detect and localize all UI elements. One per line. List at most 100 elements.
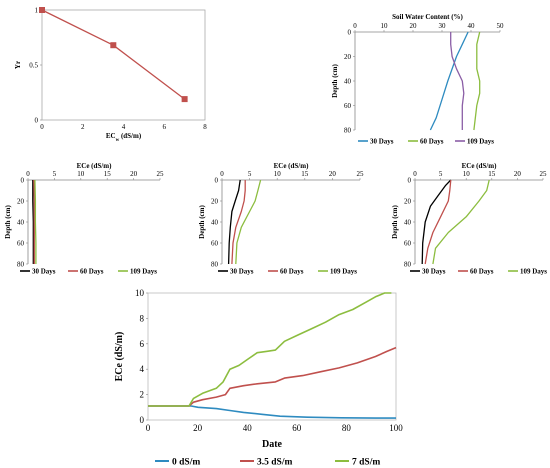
x-tick-label: 0 bbox=[353, 22, 357, 30]
series-line-0 bbox=[429, 31, 469, 131]
y-tick-label: 0.5 bbox=[29, 62, 38, 70]
y-tick-label: 80 bbox=[211, 261, 219, 269]
series-line-2 bbox=[432, 179, 490, 265]
x-tick-label: 0 bbox=[26, 170, 30, 178]
series-line-0 bbox=[227, 179, 241, 265]
y-tick-label: 60 bbox=[404, 240, 412, 248]
y-tick-label: 80 bbox=[17, 261, 25, 269]
x-tick-label: 80 bbox=[342, 423, 352, 433]
legend-entry: 109 Days bbox=[467, 138, 494, 146]
legend-entry: 60 Days bbox=[470, 268, 494, 276]
y-tick-label: 0 bbox=[140, 415, 145, 425]
y-tick-label: 40 bbox=[404, 219, 412, 227]
y-tick-label: 1 bbox=[35, 7, 39, 15]
x-tick-label: 8 bbox=[203, 123, 207, 131]
x-tick-label: 5 bbox=[53, 170, 57, 178]
y-tick-label: 20 bbox=[344, 53, 352, 61]
y-tick-label: 0 bbox=[348, 29, 352, 37]
legend-entry: 30 Days bbox=[32, 268, 56, 276]
series-line-1 bbox=[424, 179, 452, 265]
series-line-1 bbox=[473, 31, 481, 131]
y-tick-label: 10 bbox=[135, 288, 145, 298]
x-axis-label: Date bbox=[262, 439, 283, 450]
y-tick-label: 40 bbox=[17, 219, 25, 227]
x-tick-label: 15 bbox=[301, 170, 309, 178]
y-tick-label: 2 bbox=[140, 390, 145, 400]
chart-ece0: 0 5 10 15 20 25 0 20 40 60 80 ECe (dS/m) Depth (cm) 3… bbox=[4, 162, 164, 276]
legend: 30 Days 60 Days 109 Days bbox=[20, 268, 157, 276]
y-tick-label: 20 bbox=[17, 198, 25, 206]
series-line-0 bbox=[148, 405, 396, 419]
x-tick-label: 20 bbox=[410, 22, 418, 30]
x-tick-label: 15 bbox=[488, 170, 496, 178]
x-tick-label: 20 bbox=[193, 423, 203, 433]
series-line-0 bbox=[41, 9, 185, 100]
legend: 0 dS/m 3.5 dS/m 7 dS/m bbox=[155, 458, 380, 468]
chart-ecetime: 0 20 40 60 80 100 0 2 4 6 8 10 Date ECe (dS/m) 0 dS/m 3… bbox=[114, 288, 403, 468]
y-tick-label: 60 bbox=[17, 240, 25, 248]
x-axis-label-sub: w bbox=[116, 138, 120, 143]
legend-entry: 60 Days bbox=[80, 268, 104, 276]
series-line-1 bbox=[33, 179, 35, 264]
chart-swc: 0 10 20 30 40 50 0 20 40 60 80 Soil Water Content (… bbox=[331, 13, 504, 146]
x-tick-label: 40 bbox=[243, 423, 253, 433]
y-tick-label: 40 bbox=[211, 219, 219, 227]
x-tick-label: 25 bbox=[157, 170, 165, 178]
legend-entry: 30 Days bbox=[370, 138, 394, 146]
series-line-2 bbox=[450, 32, 465, 130]
chart-title: Soil Water Content (%) bbox=[392, 13, 463, 21]
y-tick-label: 4 bbox=[140, 364, 145, 374]
legend: 30 Days 60 Days 109 Days bbox=[218, 268, 357, 276]
y-axis-label: Depth (cm) bbox=[4, 205, 12, 239]
x-tick-label: 0 bbox=[413, 170, 417, 178]
legend: 30 Days 60 Days 109 Days bbox=[358, 138, 494, 146]
legend: 30 Days 60 Days 109 Days bbox=[410, 268, 547, 276]
x-axis-label-main: Date bbox=[262, 439, 283, 450]
y-axis-label: Depth (cm) bbox=[198, 205, 206, 239]
x-tick-label: 10 bbox=[274, 170, 282, 178]
chart-yr: 0 2 4 6 8 0 0.5 1 ECw (dS/m) Yr bbox=[14, 7, 207, 143]
series-line-0 bbox=[32, 180, 34, 264]
y-tick-label: 20 bbox=[404, 198, 412, 206]
legend-entry: 30 Days bbox=[422, 268, 446, 276]
x-tick-label: 6 bbox=[163, 123, 167, 131]
x-tick-label: 20 bbox=[130, 170, 138, 178]
x-tick-label: 60 bbox=[292, 423, 302, 433]
y-tick-label: 8 bbox=[140, 313, 145, 323]
y-axis-label: Depth (cm) bbox=[391, 205, 399, 239]
x-tick-label: 0 bbox=[146, 423, 151, 433]
legend-entry: 30 Days bbox=[230, 268, 254, 276]
y-tick-label: 0 bbox=[21, 177, 25, 185]
chart-ece7: 0 5 10 15 20 25 0 20 40 60 80 ECe (dS/m) Depth (cm) 3… bbox=[391, 162, 547, 276]
y-tick-label: 40 bbox=[344, 78, 352, 86]
x-tick-label: 50 bbox=[497, 22, 505, 30]
x-tick-label: 5 bbox=[248, 170, 252, 178]
series-line-0 bbox=[421, 179, 452, 265]
chart-title: ECe (dS/m) bbox=[77, 162, 112, 170]
x-tick-label: 10 bbox=[381, 22, 389, 30]
x-tick-label: 4 bbox=[122, 123, 126, 131]
x-tick-label: 0 bbox=[40, 123, 44, 131]
x-tick-label: 25 bbox=[540, 170, 548, 178]
legend-entry: 3.5 dS/m bbox=[257, 458, 292, 468]
y-tick-label: 60 bbox=[344, 102, 352, 110]
y-tick-label: 80 bbox=[344, 127, 352, 135]
x-axis-label-main: EC bbox=[106, 132, 116, 140]
y-tick-label: 0 bbox=[215, 177, 219, 185]
legend-entry: 7 dS/m bbox=[352, 458, 380, 468]
series-line-2 bbox=[34, 179, 37, 264]
x-axis-label: ECw (dS/m) bbox=[106, 132, 142, 143]
x-tick-label: 20 bbox=[329, 170, 337, 178]
data-point bbox=[181, 96, 188, 103]
series-line-2 bbox=[235, 179, 262, 265]
x-tick-label: 10 bbox=[77, 170, 85, 178]
x-tick-label: 5 bbox=[439, 170, 443, 178]
legend-entry: 109 Days bbox=[520, 268, 547, 276]
y-axis-label: ECe (dS/m) bbox=[114, 332, 125, 382]
x-tick-label: 20 bbox=[514, 170, 522, 178]
plot-frame bbox=[147, 292, 397, 421]
legend-entry: 60 Days bbox=[420, 138, 444, 146]
data-point bbox=[39, 7, 45, 13]
legend-entry: 0 dS/m bbox=[172, 458, 200, 468]
